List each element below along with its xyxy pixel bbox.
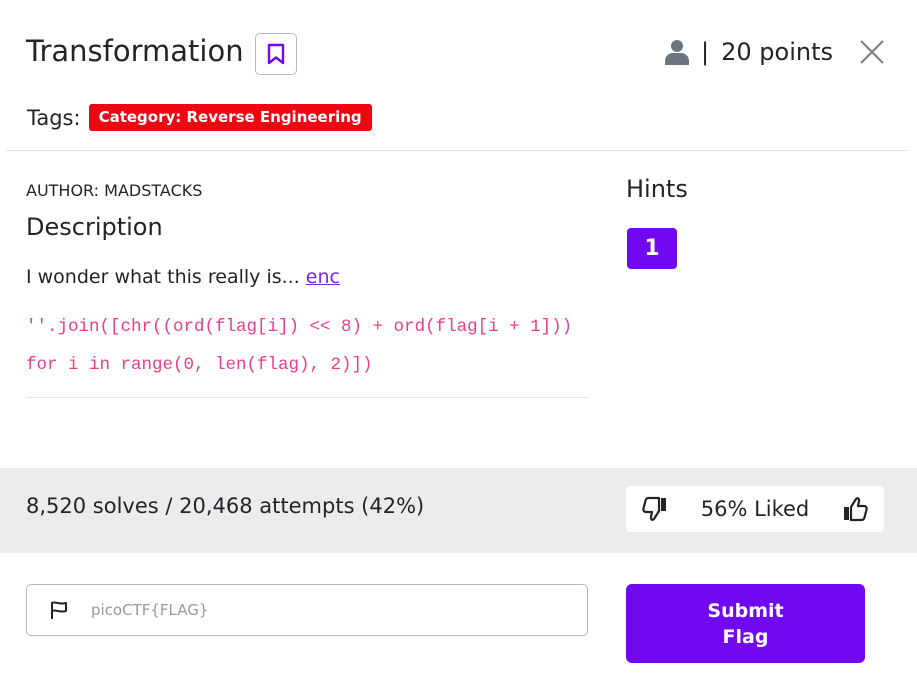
flag-input-group (26, 584, 588, 636)
points-separator: | (701, 38, 710, 66)
code-line-1: ''.join([chr((ord(flag[i]) << 8) + ord(f… (26, 317, 573, 337)
user-icon (665, 40, 690, 65)
hint-1-button[interactable]: 1 (627, 228, 677, 269)
code-line-2: for i in range(0, len(flag), 2)]) (26, 355, 373, 375)
points-value: 20 points (721, 38, 833, 66)
header-divider (6, 150, 907, 151)
tags-row: Tags: Category: Reverse Engineering (27, 104, 372, 131)
thumbs-up-icon[interactable] (842, 496, 868, 522)
like-panel: 56% Liked (626, 486, 884, 532)
submit-flag-button[interactable]: Submit Flag (626, 584, 865, 663)
challenge-title: Transformation (26, 34, 244, 68)
hints-heading: Hints (626, 175, 688, 203)
bookmark-button[interactable] (255, 33, 297, 75)
thumbs-down-icon[interactable] (642, 496, 668, 522)
bookmark-icon (267, 43, 285, 65)
flag-input[interactable] (91, 601, 551, 619)
author-label: AUTHOR: MADSTACKS (26, 181, 203, 200)
solves-count: 8,520 solves / 20,468 attempts (42%) (26, 494, 425, 518)
description-heading: Description (26, 213, 163, 241)
points-display: | 20 points (665, 34, 833, 70)
close-icon[interactable] (858, 38, 886, 66)
category-badge[interactable]: Category: Reverse Engineering (88, 104, 372, 131)
description-divider (26, 397, 588, 398)
description-text: I wonder what this really is... enc (26, 266, 340, 288)
code-snippet: ''.join([chr((ord(flag[i]) << 8) + ord(f… (26, 308, 572, 384)
enc-file-link[interactable]: enc (305, 266, 340, 288)
description-body: I wonder what this really is... (26, 266, 300, 288)
liked-percentage: 56% Liked (700, 497, 810, 521)
flag-icon (51, 601, 67, 619)
tags-label: Tags: (27, 105, 81, 130)
